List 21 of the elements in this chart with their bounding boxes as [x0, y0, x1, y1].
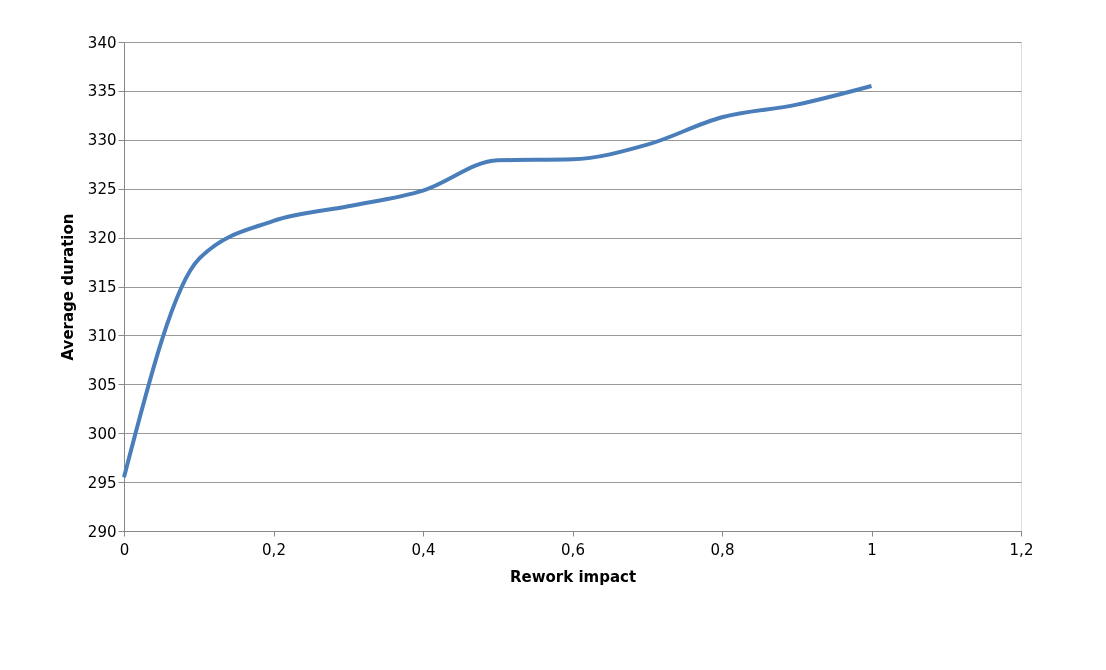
y-tick-label: 335 [87, 82, 117, 101]
x-tick-label: 1 [867, 540, 877, 559]
y-tick-label: 330 [87, 131, 117, 150]
x-tick-label: 0,2 [262, 540, 286, 559]
y-tick-label: 310 [87, 326, 117, 345]
x-tick-label: 0,6 [561, 540, 585, 559]
y-tick-label: 325 [87, 180, 117, 199]
x-tick-label: 0,4 [411, 540, 436, 559]
y-tick-label: 315 [87, 278, 117, 296]
y-tick-label: 300 [87, 424, 117, 443]
y-tick-label: 295 [87, 473, 117, 492]
x-axis-title: Rework impact [509, 567, 637, 586]
line-series [122, 84, 874, 480]
x-tick-label: 1,2 [1009, 540, 1034, 559]
y-tick-label: 305 [87, 375, 117, 394]
y-tick-label: 320 [87, 229, 117, 248]
y-tick-label: 290 [87, 522, 117, 541]
y-tick-label: 340 [87, 33, 117, 52]
x-tick-label: 0 [119, 540, 130, 559]
x-tick-label: 0,8 [710, 540, 735, 559]
y-axis-title: Average duration [58, 213, 77, 361]
